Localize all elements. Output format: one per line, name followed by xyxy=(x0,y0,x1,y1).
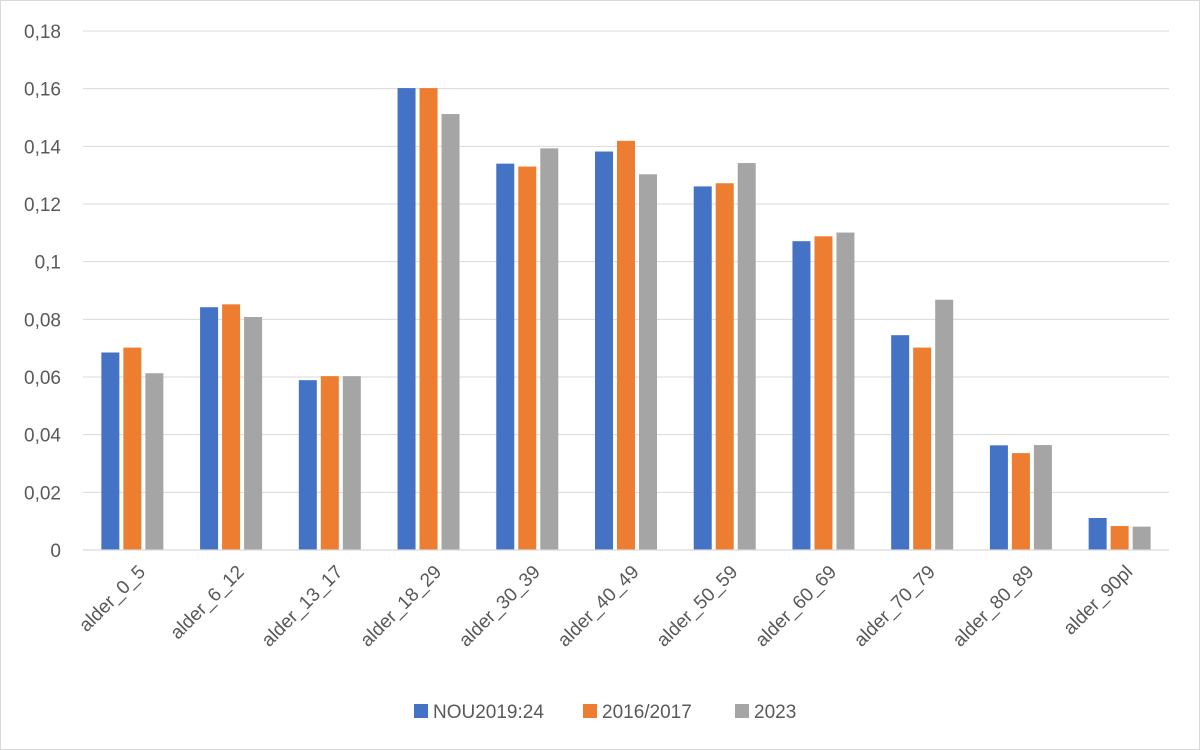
legend: NOU2019:24 2016/2017 2023 xyxy=(414,702,796,723)
bar-alder-90pl-series-1 xyxy=(1110,526,1129,550)
bar-alder-80-89-series-2 xyxy=(1033,445,1052,550)
x-category-label: alder_90pl xyxy=(1060,562,1138,640)
bar-alder-6-12-series-2 xyxy=(244,317,263,550)
x-category-label: alder_70_79 xyxy=(850,562,940,652)
y-tick-label: 0,02 xyxy=(24,483,61,504)
legend-label: 2016/2017 xyxy=(602,702,692,723)
bar-alder-30-39-series-0 xyxy=(496,163,515,550)
legend-swatch xyxy=(583,704,597,718)
bar-alder-80-89-series-1 xyxy=(1011,453,1030,550)
bar-alder-80-89-series-0 xyxy=(989,445,1008,550)
bar-alder-18-29-series-2 xyxy=(441,114,460,550)
legend-label: NOU2019:24 xyxy=(433,702,544,723)
x-category-label: alder_13_17 xyxy=(258,562,348,652)
bar-alder-13-17-series-1 xyxy=(320,376,339,550)
y-tick-label: 0,18 xyxy=(24,22,61,43)
x-category-label: alder_18_29 xyxy=(357,562,447,652)
legend-swatch xyxy=(414,704,428,718)
bar-alder-70-79-series-0 xyxy=(891,335,910,550)
bar-alder-50-59-series-1 xyxy=(715,183,734,551)
bar-alder-6-12-series-0 xyxy=(200,307,219,550)
bar-alder-40-49-series-1 xyxy=(617,140,635,551)
bar-alder-60-69-series-2 xyxy=(836,232,855,551)
y-tick-label: 0,06 xyxy=(24,368,61,389)
bar-alder-30-39-series-1 xyxy=(518,166,537,550)
bar-alder-90pl-series-0 xyxy=(1088,517,1107,550)
y-tick-label: 0,16 xyxy=(24,80,61,101)
y-tick-label: 0,1 xyxy=(35,253,61,274)
x-category-label: alder_30_39 xyxy=(455,562,545,652)
y-tick-label: 0,04 xyxy=(24,426,61,447)
bars xyxy=(101,88,1151,551)
x-category-label: alder_60_69 xyxy=(751,562,841,652)
bar-alder-0-5-series-2 xyxy=(145,373,164,550)
bar-alder-30-39-series-2 xyxy=(540,148,559,550)
y-tick-label: 0 xyxy=(50,541,61,562)
bar-alder-0-5-series-0 xyxy=(101,352,120,550)
y-axis-tick-labels: 0 0,02 0,04 0,06 0,08 0,1 0,12 0,14 0,16 0,18 xyxy=(24,22,61,562)
bar-alder-70-79-series-1 xyxy=(913,347,932,550)
bar-alder-70-79-series-2 xyxy=(935,299,954,550)
y-tick-label: 0,14 xyxy=(24,137,61,158)
x-category-label: alder_40_49 xyxy=(554,562,644,652)
bar-alder-60-69-series-0 xyxy=(792,241,811,550)
bar-alder-13-17-series-0 xyxy=(298,380,317,550)
x-category-label: alder_80_89 xyxy=(949,562,1039,652)
x-category-label: alder_6_12 xyxy=(167,562,249,644)
y-tick-label: 0,08 xyxy=(24,310,61,331)
x-axis-category-labels: alder_0_5 alder_6_12 alder_13_17 alder_18_2… xyxy=(75,562,1137,652)
bar-alder-60-69-series-1 xyxy=(814,236,833,550)
bar-alder-0-5-series-1 xyxy=(123,347,142,550)
bar-alder-40-49-series-2 xyxy=(639,174,657,550)
bar-alder-40-49-series-0 xyxy=(595,151,613,551)
y-tick-label: 0,12 xyxy=(24,195,61,216)
bar-alder-90pl-series-2 xyxy=(1132,526,1151,550)
bar-alder-50-59-series-0 xyxy=(693,186,712,550)
legend-swatch xyxy=(735,704,749,718)
bar-alder-13-17-series-2 xyxy=(342,376,361,550)
bar-alder-18-29-series-0 xyxy=(397,88,416,550)
legend-label: 2023 xyxy=(754,702,796,723)
x-category-label: alder_50_59 xyxy=(653,562,743,652)
bar-alder-6-12-series-1 xyxy=(222,304,241,550)
x-category-label: alder_0_5 xyxy=(75,562,150,637)
bar-alder-50-59-series-2 xyxy=(737,163,756,550)
bar-alder-18-29-series-1 xyxy=(419,88,438,550)
